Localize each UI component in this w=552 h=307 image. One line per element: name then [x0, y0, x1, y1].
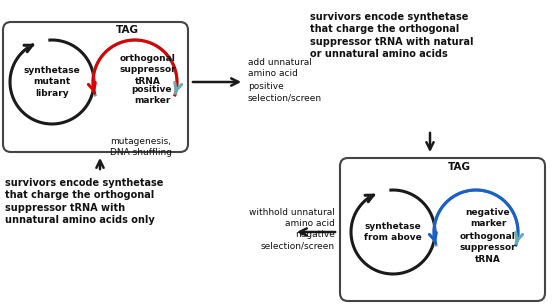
Text: positive
selection/screen: positive selection/screen — [248, 82, 322, 102]
Text: synthetase
mutant
library: synthetase mutant library — [24, 66, 81, 98]
Text: TAG: TAG — [115, 25, 139, 35]
Text: survivors encode synthetase
that charge the orthogonal
suppressor tRNA with natu: survivors encode synthetase that charge … — [310, 12, 474, 59]
Text: survivors encode synthetase
that charge the orthogonal
suppressor tRNA with
unna: survivors encode synthetase that charge … — [5, 178, 163, 225]
Text: add unnatural
amino acid: add unnatural amino acid — [248, 58, 312, 78]
Text: withhold unnatural
amino acid: withhold unnatural amino acid — [249, 208, 335, 228]
Text: negative
marker: negative marker — [466, 208, 510, 228]
Text: TAG: TAG — [448, 162, 470, 172]
Text: positive
marker: positive marker — [132, 85, 172, 105]
Text: orthogonal
suppressor
tRNA: orthogonal suppressor tRNA — [460, 232, 516, 264]
Text: mutagenesis,
DNA shuffling: mutagenesis, DNA shuffling — [110, 137, 172, 157]
Text: negative
selection/screen: negative selection/screen — [261, 230, 335, 250]
Text: orthogonal
suppressor
tRNA: orthogonal suppressor tRNA — [120, 54, 176, 86]
Text: synthetase
from above: synthetase from above — [364, 222, 422, 242]
